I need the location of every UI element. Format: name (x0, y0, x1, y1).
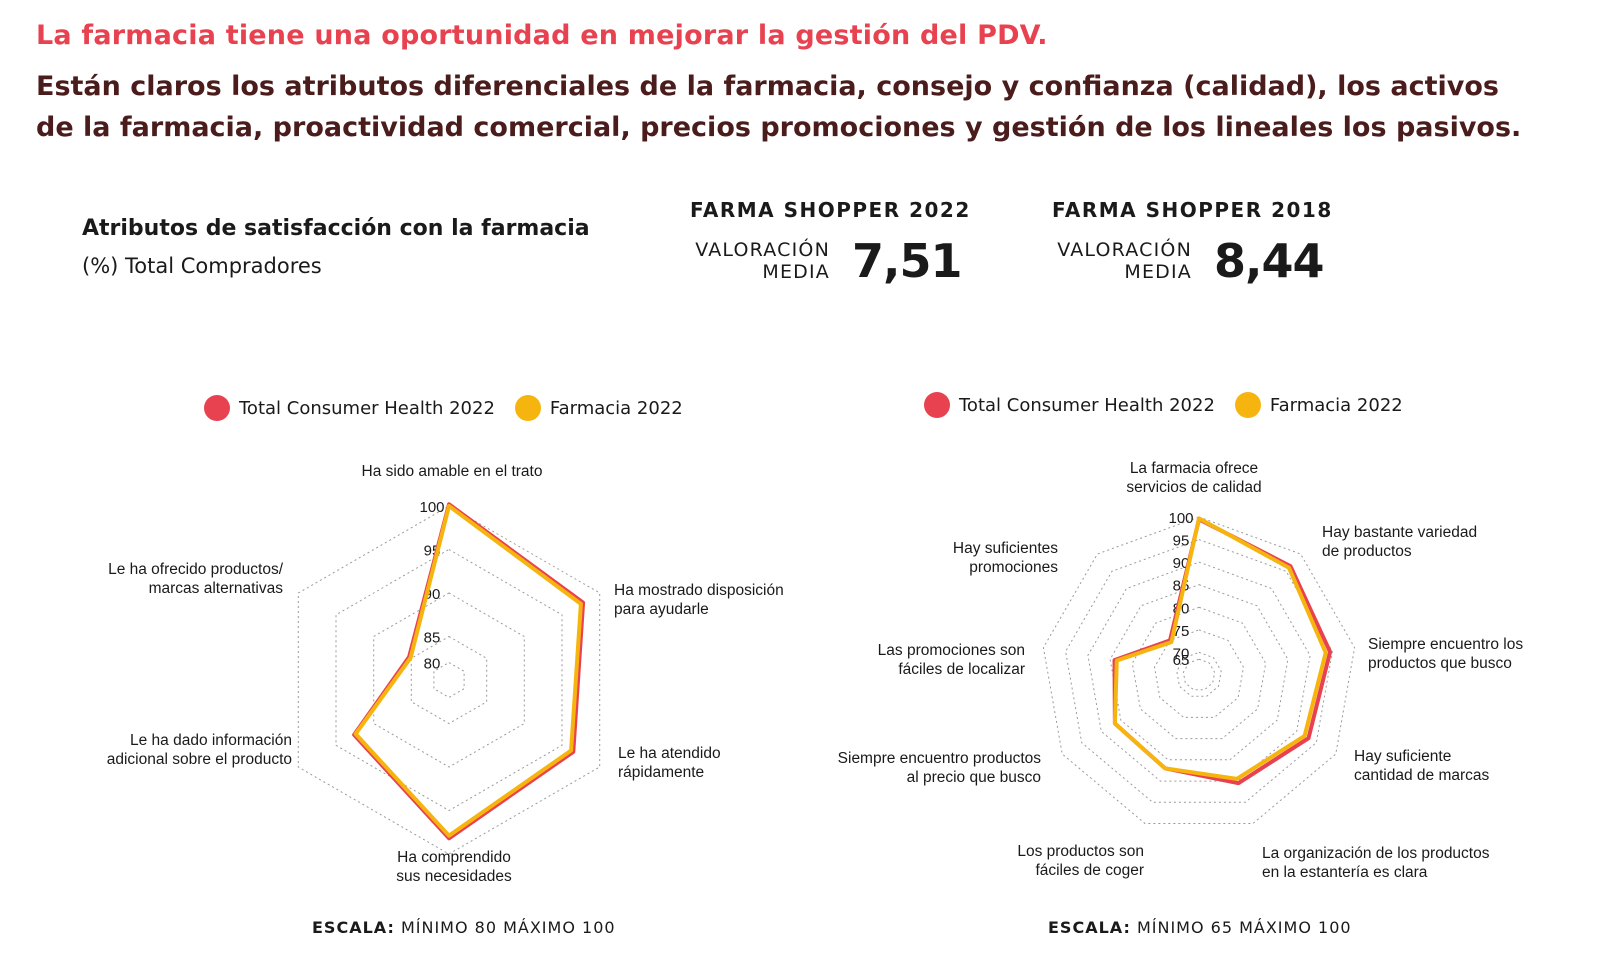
tick-label: 100 (419, 499, 444, 516)
legend-dot-red (204, 395, 230, 421)
category-label: Hay suficiente cantidad de marcas (1354, 748, 1490, 784)
category-label: Ha mostrado disposición para ayudarle (614, 582, 784, 618)
scale-text: MÍNIMO 80 MÁXIMO 100 (400, 918, 616, 937)
legend-item: Farmacia 2022 (514, 395, 683, 421)
grid-ring (410, 635, 488, 725)
tick-label: 70 (1173, 645, 1190, 662)
category-label: Le ha dado información adicional sobre el… (107, 732, 292, 768)
category-label: Siempre encuentro productos al precio que… (838, 750, 1042, 786)
chart-subtitle: (%) Total Compradores (82, 254, 322, 278)
subheadline: Están claros los atributos diferenciales… (36, 71, 1522, 143)
series-line-farmacia (353, 504, 583, 838)
category-label: Hay bastante variedad de productos (1322, 524, 1477, 560)
grid-ring (1109, 584, 1289, 761)
category-label: Ha sido amable en el trato (362, 463, 543, 480)
legend-dot-yellow (1234, 392, 1261, 418)
scale-label: ESCALA: (312, 918, 395, 937)
kpi-label-line1: VALORACIÓN (695, 239, 830, 261)
grid-ring (373, 592, 525, 768)
legend-item: Total Consumer Health 2022 (924, 392, 1215, 418)
kpi-label: VALORACIÓN MEDIA (1052, 239, 1192, 283)
legend-right: Total Consumer Health 2022 Farmacia 2022 (924, 392, 1423, 418)
grid-ring (1131, 606, 1267, 740)
kpi-label-line1: VALORACIÓN (1057, 239, 1192, 261)
legend-label: Farmacia 2022 (1269, 394, 1403, 416)
chart-title: Atributos de satisfacción con la farmaci… (82, 216, 590, 241)
scale-text: MÍNIMO 65 MÁXIMO 100 (1136, 918, 1352, 937)
category-label: Los productos son fáciles de coger (1017, 843, 1144, 879)
category-label: Ha comprendido sus necesidades (396, 849, 512, 885)
category-label: Las promociones son fáciles de localizar (878, 642, 1025, 678)
legend-label: Total Consumer Health 2022 (239, 397, 495, 419)
grid-ring (1087, 561, 1311, 782)
tick-label: 75 (1173, 623, 1190, 640)
scale-label: ESCALA: (1048, 918, 1131, 937)
tick-label: 90 (1173, 555, 1190, 572)
kpi-title: FARMA SHOPPER 2022 (690, 198, 971, 222)
legend-dot-red (924, 392, 950, 418)
kpi-value: 8,44 (1214, 234, 1324, 288)
category-label: Le ha atendido rápidamente (618, 745, 721, 781)
category-label: Le ha ofrecido productos/marcas alternat… (108, 561, 284, 597)
legend-item: Total Consumer Health 2022 (204, 395, 495, 421)
legend-dot-yellow (514, 395, 541, 421)
legend-label: Farmacia 2022 (549, 397, 683, 419)
legend-left: Total Consumer Health 2022 Farmacia 2022 (204, 395, 703, 421)
tick-label: 100 (1168, 510, 1193, 527)
kpi-value: 7,51 (852, 234, 962, 288)
kpi-2022: FARMA SHOPPER 2022 VALORACIÓN MEDIA 7,51 (690, 198, 971, 288)
headline: La farmacia tiene una oportunidad en mej… (36, 20, 1048, 51)
scale-left: ESCALA: MÍNIMO 80 MÁXIMO 100 (312, 918, 616, 937)
legend-label: Total Consumer Health 2022 (959, 394, 1215, 416)
kpi-title: FARMA SHOPPER 2018 (1052, 198, 1333, 222)
category-label: Siempre encuentro los productos que busco (1368, 636, 1523, 672)
grid-ring (1065, 539, 1333, 803)
grid-ring (297, 505, 601, 855)
tick-label: 95 (1173, 533, 1190, 550)
series-line-farmacia (1112, 516, 1328, 781)
category-label: La farmacia ofrece servicios de calidad (1126, 460, 1261, 496)
legend-item: Farmacia 2022 (1234, 392, 1403, 418)
kpi-label-line2: MEDIA (1124, 261, 1192, 283)
kpi-2018: FARMA SHOPPER 2018 VALORACIÓN MEDIA 8,44 (1052, 198, 1333, 288)
grid-ring (335, 548, 563, 812)
grid-ring (1042, 516, 1356, 824)
kpi-label: VALORACIÓN MEDIA (690, 239, 830, 283)
category-label: Hay suficientes promociones (953, 540, 1058, 576)
kpi-label-line2: MEDIA (762, 261, 830, 283)
tick-label: 65 (1173, 652, 1190, 669)
tick-label: 85 (424, 630, 441, 647)
grid-ring (1182, 658, 1216, 691)
grid-ring (1153, 629, 1245, 718)
scale-right: ESCALA: MÍNIMO 65 MÁXIMO 100 (1048, 918, 1352, 937)
grid-ring (1176, 651, 1222, 697)
category-label: La organización de los productos en la es… (1262, 845, 1490, 881)
tick-label: 80 (424, 656, 441, 673)
